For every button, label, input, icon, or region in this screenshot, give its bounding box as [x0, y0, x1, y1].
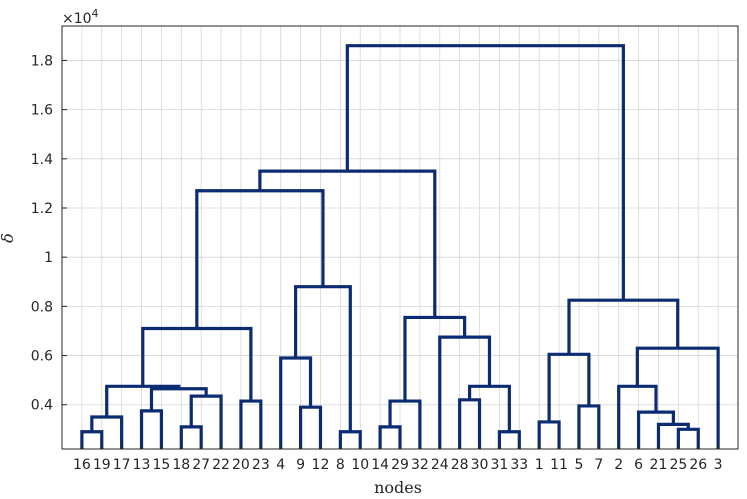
dendrogram-link — [497, 430, 521, 449]
dendrogram-link — [388, 399, 422, 449]
x-tick-label: 26 — [689, 457, 707, 473]
y-exponent-label: ×104 — [62, 7, 99, 27]
y-tick-label: 0.4 — [31, 398, 53, 414]
x-tick-label: 12 — [312, 457, 330, 473]
dendrogram-link — [195, 189, 325, 329]
x-tick-label: 18 — [172, 457, 190, 473]
dendrogram-link — [139, 409, 164, 449]
y-tick-label: 1.6 — [31, 103, 53, 119]
dendrogram-link — [458, 398, 482, 449]
dendrogram-link — [467, 384, 511, 432]
y-tick-label: 1 — [44, 250, 53, 266]
x-tick-label: 17 — [113, 457, 131, 473]
x-tick-label: 14 — [371, 457, 389, 473]
dendrogram-link — [105, 384, 181, 418]
dendrogram-link — [80, 430, 104, 449]
y-tick-label: 1.2 — [31, 201, 53, 217]
grid-lines — [62, 26, 738, 449]
x-tick-label: 8 — [336, 457, 345, 473]
dendrogram-link — [567, 298, 680, 355]
x-tick-label: 9 — [296, 457, 305, 473]
x-tick-label: 32 — [411, 457, 429, 473]
dendrogram-link — [656, 422, 690, 449]
y-axis-ticks: 0.4 0.6 0.8 1 1.2 1.4 1.6 1.8 — [31, 53, 67, 414]
dendrogram-link — [179, 425, 203, 449]
x-tick-label: 16 — [73, 457, 91, 473]
x-tick-label: 19 — [93, 457, 111, 473]
y-tick-label: 0.8 — [31, 299, 53, 315]
x-tick-label: 28 — [451, 457, 469, 473]
x-tick-label: 1 — [535, 457, 544, 473]
dendrogram-link — [258, 169, 437, 318]
x-tick-label: 27 — [192, 457, 210, 473]
dendrogram-link — [635, 346, 720, 449]
x-tick-label: 10 — [351, 457, 369, 473]
x-tick-label: 29 — [391, 457, 409, 473]
x-tick-label: 4 — [276, 457, 285, 473]
x-tick-label: 3 — [714, 457, 723, 473]
x-tick-label: 2 — [614, 457, 623, 473]
x-tick-label: 24 — [431, 457, 449, 473]
x-tick-label: 23 — [252, 457, 270, 473]
dendrogram-link — [338, 430, 362, 449]
x-tick-label: 30 — [471, 457, 489, 473]
dendrogram-link — [345, 44, 625, 301]
y-tick-label: 1.4 — [31, 152, 53, 168]
dendrogram-link — [676, 427, 700, 449]
x-axis-ticks: 16 19 17 13 15 18 27 22 20 23 4 9 12 8 10 14 29 32 24 28 30 3… — [73, 444, 723, 473]
dendrogram-link — [189, 394, 223, 449]
x-tick-label: 7 — [594, 457, 603, 473]
dendrogram-link — [547, 352, 591, 422]
dendrogram-link — [438, 335, 492, 449]
x-tick-label: 11 — [550, 457, 568, 473]
dendrogram-link — [617, 384, 658, 449]
y-axis-label: δ — [0, 233, 17, 243]
x-tick-label: 31 — [490, 457, 508, 473]
x-tick-label: 22 — [212, 457, 230, 473]
dendrogram-link — [577, 404, 601, 449]
x-tick-label: 21 — [650, 457, 668, 473]
y-tick-label: 0.6 — [31, 349, 53, 365]
dendrogram-link — [298, 405, 323, 449]
dendrogram-link — [378, 425, 402, 449]
dendrogram-links — [80, 44, 720, 449]
dendrogram-link — [636, 410, 675, 449]
dendrogram-link — [149, 387, 208, 411]
dendrogram-link — [403, 315, 467, 402]
x-tick-label: 25 — [669, 457, 687, 473]
x-tick-label: 15 — [152, 457, 170, 473]
x-axis-label: nodes — [374, 478, 422, 497]
dendrogram-link — [537, 420, 561, 449]
x-tick-label: 6 — [634, 457, 643, 473]
dendrogram-link — [239, 399, 263, 449]
y-tick-label: 1.8 — [31, 53, 53, 69]
x-tick-label: 13 — [133, 457, 151, 473]
x-tick-label: 20 — [232, 457, 250, 473]
x-tick-label: 5 — [574, 457, 583, 473]
x-tick-label: 33 — [510, 457, 528, 473]
dendrogram-link — [279, 356, 313, 449]
